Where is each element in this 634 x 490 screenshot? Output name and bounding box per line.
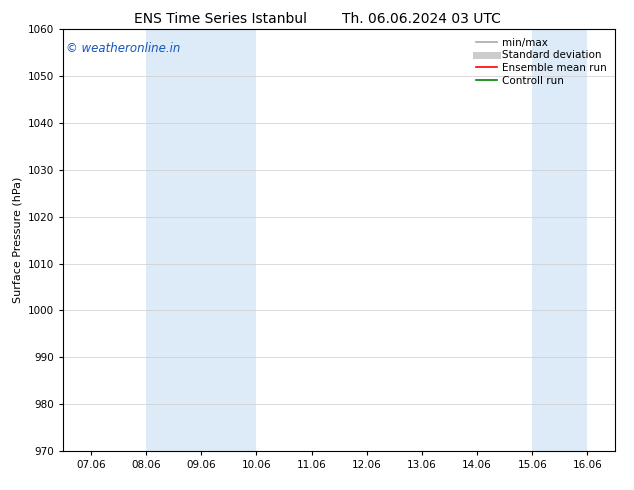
Bar xyxy=(146,29,256,451)
Bar xyxy=(533,29,588,451)
Text: ENS Time Series Istanbul        Th. 06.06.2024 03 UTC: ENS Time Series Istanbul Th. 06.06.2024 … xyxy=(134,12,500,26)
Text: © weatheronline.in: © weatheronline.in xyxy=(66,42,181,55)
Y-axis label: Surface Pressure (hPa): Surface Pressure (hPa) xyxy=(13,177,23,303)
Legend: min/max, Standard deviation, Ensemble mean run, Controll run: min/max, Standard deviation, Ensemble me… xyxy=(473,35,610,89)
